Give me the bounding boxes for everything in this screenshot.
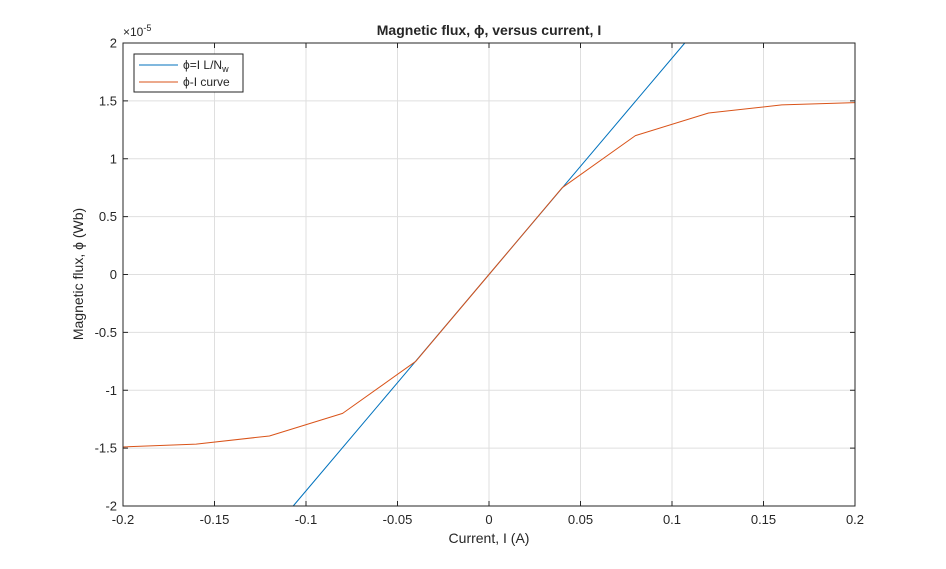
y-tick-label: 0 <box>110 267 117 282</box>
x-tick-label: 0 <box>485 512 492 527</box>
y-tick-label: 0.5 <box>99 209 117 224</box>
y-tick-label: 2 <box>110 36 117 51</box>
x-tick-label: -0.05 <box>383 512 413 527</box>
chart-title: Magnetic flux, ϕ, versus current, I <box>377 22 601 38</box>
y-tick-label: -0.5 <box>95 325 117 340</box>
legend-box <box>133 53 244 93</box>
x-tick-label: -0.1 <box>295 512 317 527</box>
grid-lines <box>122 42 856 507</box>
y-tick-label: -1.5 <box>95 441 117 456</box>
tick-marks <box>122 42 856 507</box>
y-exponent-power: -5 <box>143 23 151 33</box>
y-tick-label: 1.5 <box>99 93 117 108</box>
y-exponent-label: ×10-5 <box>123 23 151 39</box>
y-exponent-base: ×10 <box>123 25 144 39</box>
series-phi-i-curve <box>122 102 856 448</box>
legend-entry-curve: ϕ-I curve <box>183 75 230 89</box>
x-tick-labels: -0.2 -0.15 -0.1 -0.05 0 0.05 0.1 0.15 0.2 <box>112 512 864 527</box>
x-tick-label: -0.2 <box>112 512 134 527</box>
legend: ϕ=I L/Nw ϕ-I curve <box>133 53 244 93</box>
y-tick-label: -1 <box>105 383 117 398</box>
x-tick-label: 0.2 <box>846 512 864 527</box>
x-tick-label: -0.15 <box>200 512 230 527</box>
legend-entry-linear-label: ϕ=I L/N <box>183 58 222 72</box>
x-tick-label: 0.15 <box>751 512 776 527</box>
x-tick-label: 0.05 <box>568 512 593 527</box>
y-tick-label: 1 <box>110 151 117 166</box>
y-axis-label: Magnetic flux, ϕ (Wb) <box>70 208 86 340</box>
legend-entry-linear-subscript: w <box>221 64 229 74</box>
x-axis-label: Current, I (A) <box>449 530 530 546</box>
y-tick-labels: -2 -1.5 -1 -0.5 0 0.5 1 1.5 2 <box>95 36 117 514</box>
x-tick-label: 0.1 <box>663 512 681 527</box>
series-layer <box>122 42 856 507</box>
y-tick-label: -2 <box>105 499 117 514</box>
legend-entry-linear: ϕ=I L/Nw <box>183 58 229 74</box>
